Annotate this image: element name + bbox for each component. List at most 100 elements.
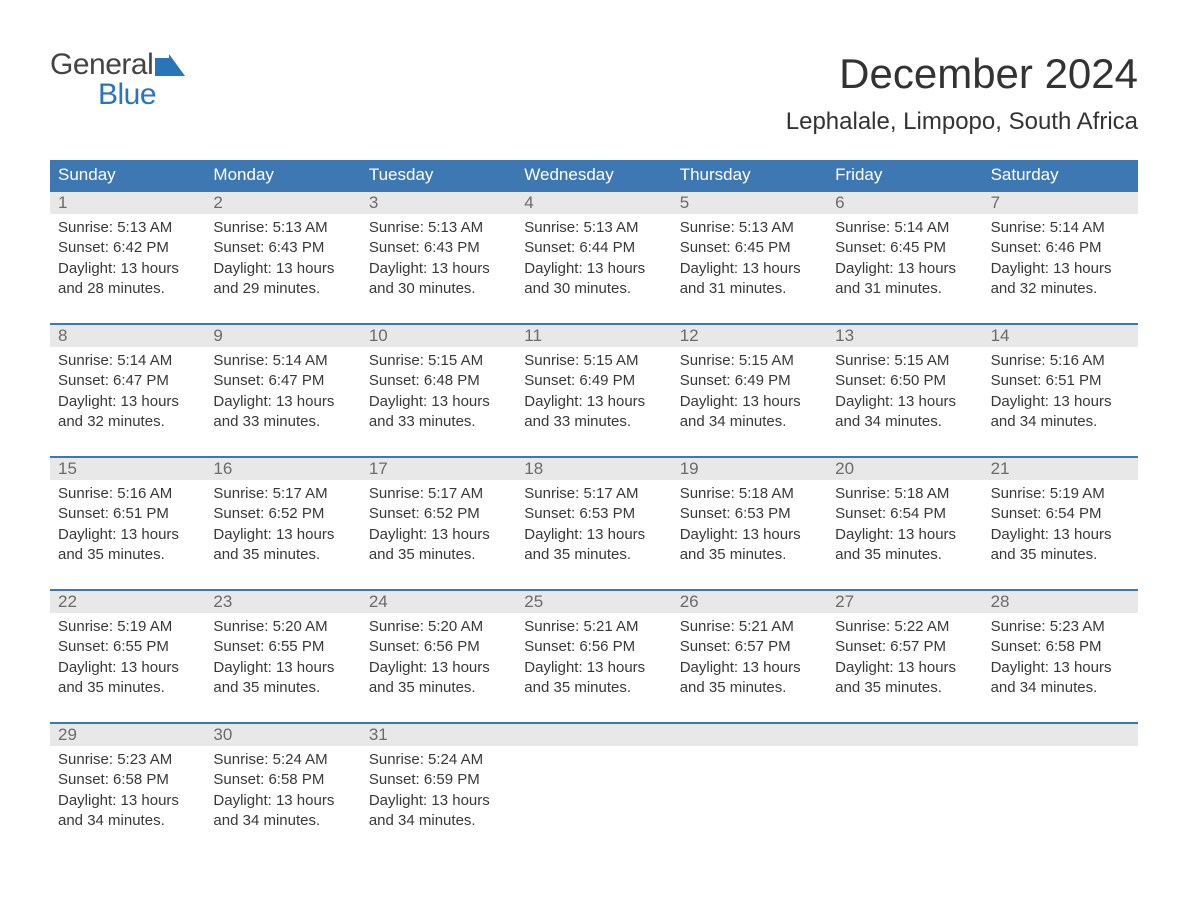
daylight-line: Daylight: 13 hours and 29 minutes. [213,259,352,300]
sunset-line: Sunset: 6:45 PM [680,238,819,258]
sunrise-line: Sunrise: 5:13 AM [213,218,352,238]
sunset-line: Sunset: 6:52 PM [369,504,508,524]
day-cell: Sunrise: 5:21 AMSunset: 6:56 PMDaylight:… [516,613,671,708]
sunrise-line: Sunrise: 5:15 AM [369,351,508,371]
sunrise-line: Sunrise: 5:20 AM [369,617,508,637]
day-cell: Sunrise: 5:19 AMSunset: 6:54 PMDaylight:… [983,480,1138,575]
day-number: 23 [205,591,360,613]
dow-cell: Saturday [983,160,1138,190]
daylight-line: Daylight: 13 hours and 30 minutes. [524,259,663,300]
day-number-row: 1234567 [50,192,1138,214]
week-row: 891011121314Sunrise: 5:14 AMSunset: 6:47… [50,323,1138,442]
dow-cell: Tuesday [361,160,516,190]
daylight-line: Daylight: 13 hours and 35 minutes. [369,658,508,699]
sunrise-line: Sunrise: 5:15 AM [524,351,663,371]
sunrise-line: Sunrise: 5:13 AM [680,218,819,238]
dow-cell: Wednesday [516,160,671,190]
title-block: December 2024 Lephalale, Limpopo, South … [786,50,1138,136]
week-row: 22232425262728Sunrise: 5:19 AMSunset: 6:… [50,589,1138,708]
sunset-line: Sunset: 6:48 PM [369,371,508,391]
sunrise-line: Sunrise: 5:16 AM [991,351,1130,371]
sunset-line: Sunset: 6:58 PM [991,637,1130,657]
sunrise-line: Sunrise: 5:19 AM [58,617,197,637]
day-cell: Sunrise: 5:13 AMSunset: 6:44 PMDaylight:… [516,214,671,309]
sunset-line: Sunset: 6:46 PM [991,238,1130,258]
sunset-line: Sunset: 6:44 PM [524,238,663,258]
sunset-line: Sunset: 6:51 PM [58,504,197,524]
day-number: 8 [50,325,205,347]
sunset-line: Sunset: 6:45 PM [835,238,974,258]
day-number: 18 [516,458,671,480]
day-cell: Sunrise: 5:16 AMSunset: 6:51 PMDaylight:… [983,347,1138,442]
sunset-line: Sunset: 6:57 PM [835,637,974,657]
day-number: 15 [50,458,205,480]
daylight-line: Daylight: 13 hours and 33 minutes. [369,392,508,433]
sunrise-line: Sunrise: 5:18 AM [835,484,974,504]
day-number: 2 [205,192,360,214]
day-cell: Sunrise: 5:22 AMSunset: 6:57 PMDaylight:… [827,613,982,708]
sunset-line: Sunset: 6:55 PM [58,637,197,657]
day-number: 6 [827,192,982,214]
day-number-row: 22232425262728 [50,591,1138,613]
daylight-line: Daylight: 13 hours and 34 minutes. [369,791,508,832]
sunrise-line: Sunrise: 5:19 AM [991,484,1130,504]
day-cell: Sunrise: 5:24 AMSunset: 6:58 PMDaylight:… [205,746,360,841]
day-number: 29 [50,724,205,746]
sunset-line: Sunset: 6:47 PM [58,371,197,391]
day-number: 25 [516,591,671,613]
page-header: General Blue December 2024 Lephalale, Li… [50,50,1138,136]
daylight-line: Daylight: 13 hours and 35 minutes. [524,658,663,699]
sunrise-line: Sunrise: 5:24 AM [369,750,508,770]
daylight-line: Daylight: 13 hours and 35 minutes. [369,525,508,566]
sunrise-line: Sunrise: 5:14 AM [991,218,1130,238]
sunset-line: Sunset: 6:58 PM [213,770,352,790]
day-number: 17 [361,458,516,480]
day-number: 31 [361,724,516,746]
day-number-row: 15161718192021 [50,458,1138,480]
daylight-line: Daylight: 13 hours and 32 minutes. [991,259,1130,300]
day-number-row: 891011121314 [50,325,1138,347]
day-cell: Sunrise: 5:13 AMSunset: 6:43 PMDaylight:… [361,214,516,309]
sunrise-line: Sunrise: 5:15 AM [835,351,974,371]
sunrise-line: Sunrise: 5:20 AM [213,617,352,637]
day-cell: Sunrise: 5:20 AMSunset: 6:56 PMDaylight:… [361,613,516,708]
daylight-line: Daylight: 13 hours and 34 minutes. [680,392,819,433]
day-cell [672,746,827,841]
day-cell: Sunrise: 5:17 AMSunset: 6:52 PMDaylight:… [361,480,516,575]
sunset-line: Sunset: 6:47 PM [213,371,352,391]
day-cell: Sunrise: 5:15 AMSunset: 6:50 PMDaylight:… [827,347,982,442]
daylight-line: Daylight: 13 hours and 34 minutes. [991,658,1130,699]
day-number: 28 [983,591,1138,613]
daylight-line: Daylight: 13 hours and 28 minutes. [58,259,197,300]
dow-cell: Monday [205,160,360,190]
daylight-line: Daylight: 13 hours and 34 minutes. [835,392,974,433]
day-number [672,724,827,746]
day-cell: Sunrise: 5:19 AMSunset: 6:55 PMDaylight:… [50,613,205,708]
dow-cell: Sunday [50,160,205,190]
day-number: 21 [983,458,1138,480]
week-row: 293031Sunrise: 5:23 AMSunset: 6:58 PMDay… [50,722,1138,841]
sunset-line: Sunset: 6:54 PM [835,504,974,524]
daylight-line: Daylight: 13 hours and 34 minutes. [213,791,352,832]
day-number: 12 [672,325,827,347]
day-cell [516,746,671,841]
logo-text-blue: Blue [98,80,185,110]
day-cell: Sunrise: 5:17 AMSunset: 6:52 PMDaylight:… [205,480,360,575]
day-cell: Sunrise: 5:14 AMSunset: 6:46 PMDaylight:… [983,214,1138,309]
sunset-line: Sunset: 6:43 PM [369,238,508,258]
day-number-row: 293031 [50,724,1138,746]
day-number: 11 [516,325,671,347]
sunrise-line: Sunrise: 5:13 AM [524,218,663,238]
day-number: 14 [983,325,1138,347]
sunrise-line: Sunrise: 5:13 AM [58,218,197,238]
daylight-line: Daylight: 13 hours and 33 minutes. [524,392,663,433]
logo: General Blue [50,50,185,110]
week-row: 1234567Sunrise: 5:13 AMSunset: 6:42 PMDa… [50,190,1138,309]
day-number [983,724,1138,746]
logo-flag-icon [155,54,185,80]
day-number: 19 [672,458,827,480]
sunset-line: Sunset: 6:59 PM [369,770,508,790]
sunrise-line: Sunrise: 5:18 AM [680,484,819,504]
daylight-line: Daylight: 13 hours and 31 minutes. [835,259,974,300]
daylight-line: Daylight: 13 hours and 34 minutes. [991,392,1130,433]
